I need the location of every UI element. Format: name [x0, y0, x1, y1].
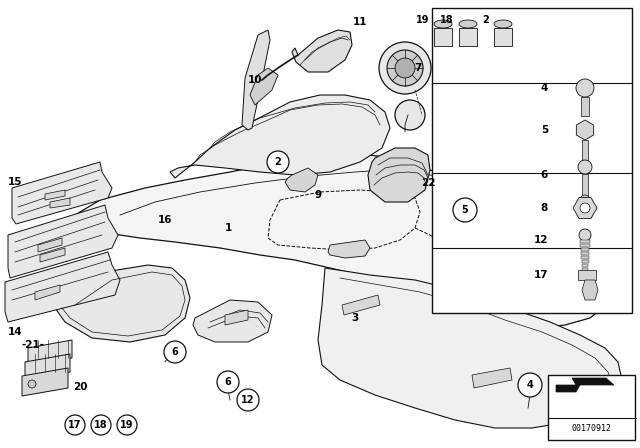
Polygon shape [582, 268, 588, 271]
Ellipse shape [459, 20, 477, 28]
Ellipse shape [434, 20, 452, 28]
Text: 14: 14 [8, 327, 22, 337]
Text: 6: 6 [541, 170, 548, 180]
Circle shape [395, 100, 425, 130]
Text: 3: 3 [351, 313, 358, 323]
Circle shape [164, 341, 186, 363]
Polygon shape [50, 198, 70, 208]
Text: 00170912: 00170912 [571, 423, 611, 432]
Polygon shape [318, 268, 622, 428]
Polygon shape [582, 264, 588, 267]
FancyBboxPatch shape [548, 375, 635, 440]
Circle shape [578, 160, 592, 174]
Text: 22: 22 [420, 178, 435, 188]
Circle shape [267, 151, 289, 173]
Polygon shape [580, 240, 590, 243]
Polygon shape [580, 248, 589, 251]
Text: 1: 1 [225, 223, 232, 233]
Polygon shape [22, 368, 68, 396]
Text: 8: 8 [541, 203, 548, 213]
Polygon shape [225, 310, 248, 325]
Polygon shape [580, 244, 589, 247]
FancyBboxPatch shape [432, 8, 632, 313]
Circle shape [395, 58, 415, 78]
Text: 19: 19 [415, 15, 429, 25]
Text: 5: 5 [461, 205, 468, 215]
Polygon shape [55, 265, 190, 342]
Polygon shape [35, 285, 60, 300]
Text: -21-: -21- [22, 340, 45, 350]
Circle shape [576, 79, 594, 97]
Text: 18: 18 [440, 15, 454, 25]
Text: 2: 2 [483, 15, 489, 25]
Polygon shape [242, 30, 270, 130]
Circle shape [453, 198, 477, 222]
Circle shape [65, 415, 85, 435]
Circle shape [579, 229, 591, 241]
Polygon shape [582, 140, 588, 160]
Text: 6: 6 [172, 347, 179, 357]
Text: 11: 11 [353, 17, 367, 27]
Text: 12: 12 [241, 395, 255, 405]
Text: 12: 12 [534, 235, 548, 245]
FancyBboxPatch shape [434, 28, 452, 46]
Ellipse shape [494, 20, 512, 28]
Polygon shape [40, 248, 65, 262]
Circle shape [518, 373, 542, 397]
Polygon shape [342, 295, 380, 315]
Polygon shape [5, 252, 120, 322]
Polygon shape [573, 198, 597, 218]
Polygon shape [38, 238, 62, 252]
Circle shape [580, 203, 590, 213]
FancyBboxPatch shape [459, 28, 477, 46]
Polygon shape [12, 162, 112, 224]
Text: 7: 7 [414, 63, 422, 73]
Text: 9: 9 [314, 190, 321, 200]
Text: 17: 17 [68, 420, 82, 430]
Text: 20: 20 [73, 382, 87, 392]
Polygon shape [472, 368, 512, 388]
Text: 4: 4 [527, 380, 533, 390]
Text: 2: 2 [275, 157, 282, 167]
Polygon shape [250, 68, 278, 105]
Text: 4: 4 [541, 83, 548, 93]
Text: 19: 19 [120, 420, 134, 430]
Circle shape [217, 371, 239, 393]
Polygon shape [556, 378, 614, 392]
Polygon shape [285, 168, 318, 192]
Polygon shape [328, 240, 370, 258]
Polygon shape [75, 155, 600, 328]
Polygon shape [193, 300, 272, 342]
Text: 17: 17 [533, 270, 548, 280]
Polygon shape [581, 256, 589, 259]
Polygon shape [578, 270, 596, 280]
Circle shape [580, 195, 590, 205]
Text: 5: 5 [541, 125, 548, 135]
Polygon shape [581, 252, 589, 255]
Polygon shape [292, 30, 352, 72]
Polygon shape [582, 260, 589, 263]
Text: 18: 18 [94, 420, 108, 430]
Circle shape [91, 415, 111, 435]
Circle shape [117, 415, 137, 435]
Text: 16: 16 [157, 215, 172, 225]
Circle shape [237, 389, 259, 411]
Polygon shape [8, 205, 118, 278]
Polygon shape [368, 148, 430, 202]
Circle shape [387, 50, 423, 86]
FancyBboxPatch shape [494, 28, 512, 46]
Polygon shape [582, 174, 588, 197]
Circle shape [28, 380, 36, 388]
Polygon shape [25, 354, 70, 380]
Polygon shape [577, 120, 594, 140]
Text: 15: 15 [8, 177, 22, 187]
Polygon shape [582, 280, 598, 300]
Polygon shape [45, 190, 65, 200]
Polygon shape [581, 97, 589, 116]
Text: 6: 6 [225, 377, 232, 387]
Polygon shape [28, 340, 72, 365]
Circle shape [379, 42, 431, 94]
Text: 10: 10 [248, 75, 262, 85]
Polygon shape [170, 95, 390, 178]
